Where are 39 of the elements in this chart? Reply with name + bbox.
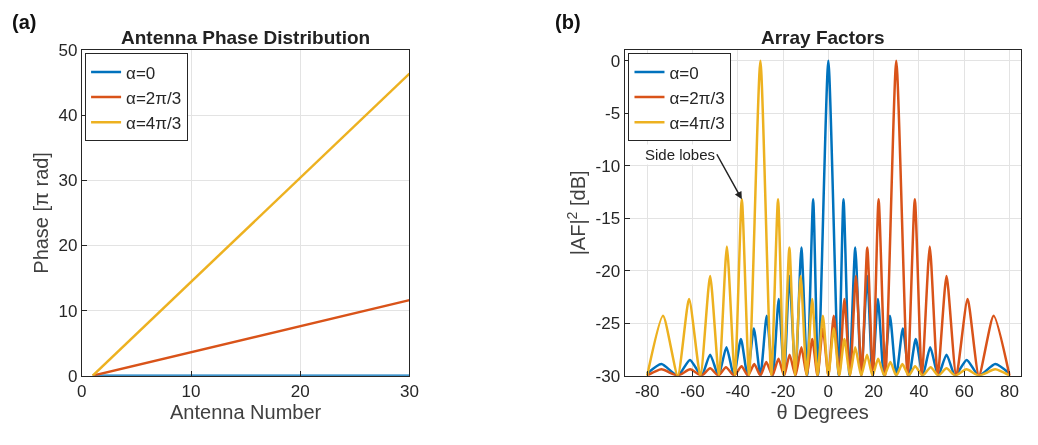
legend-label: α=4π/3	[669, 113, 725, 133]
y-tick-label: 0	[610, 51, 621, 71]
x-tick-label: -80	[634, 382, 660, 402]
y-tick-label: -25	[595, 314, 621, 334]
legend-label: α=0	[669, 63, 699, 83]
legend-label: α=2π/3	[126, 88, 182, 108]
y-tick-label: -30	[595, 366, 621, 386]
y-tick-label: 10	[58, 301, 78, 321]
x-tick-label: -40	[725, 382, 751, 402]
legend-label: α=0	[126, 63, 156, 83]
x-tick-label: 0	[823, 382, 834, 402]
y-tick-label: 50	[58, 41, 78, 61]
annotation: Side lobes	[645, 146, 716, 163]
y-tick-label: -5	[604, 104, 621, 124]
text: (a)	[12, 11, 37, 33]
x-axis-title: θ Degrees	[776, 401, 869, 424]
y-tick-label: 30	[58, 171, 78, 191]
x-tick-label: -20	[770, 382, 796, 402]
x-tick-label: 20	[290, 382, 310, 402]
x-tick-label: 10	[181, 382, 201, 402]
chart-title: Array Factors	[761, 27, 885, 48]
x-tick-label: 20	[864, 382, 884, 402]
y-tick-label: -20	[595, 261, 621, 281]
y-tick-label: 40	[58, 106, 78, 126]
y-tick-label: 20	[58, 236, 78, 256]
legend-label: α=2π/3	[669, 88, 725, 108]
text: (b)	[555, 11, 581, 33]
legend-label: α=4π/3	[126, 113, 182, 133]
x-tick-label: 40	[909, 382, 929, 402]
y-axis-title: Phase [π rad]	[29, 152, 52, 274]
y-tick-label: -10	[595, 156, 621, 176]
chart-title: Antenna Phase Distribution	[121, 27, 371, 48]
x-axis-title: Antenna Number	[170, 401, 322, 424]
y-tick-label: 0	[67, 366, 78, 386]
y-tick-label: -15	[595, 209, 621, 229]
x-tick-label: 60	[954, 382, 974, 402]
x-tick-label: -60	[680, 382, 705, 402]
x-tick-label: 80	[1000, 382, 1019, 402]
x-tick-label: 30	[400, 382, 419, 402]
